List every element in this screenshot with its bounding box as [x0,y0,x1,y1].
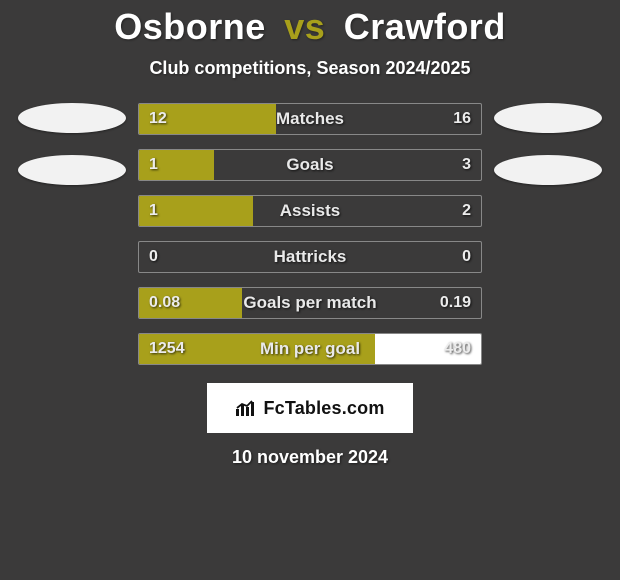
stat-value-right: 0 [462,248,471,266]
branding-chart-icon [235,399,257,417]
stat-row: 0.080.19Goals per match [138,287,482,319]
left-photo-column [18,103,126,207]
stat-bar-left-fill [139,288,242,318]
subtitle: Club competitions, Season 2024/2025 [0,58,620,79]
page-title: Osborne vs Crawford [0,6,620,48]
branding-badge: FcTables.com [207,383,413,433]
left-player-avatar-1 [18,103,126,133]
right-photo-column [494,103,602,207]
stat-value-left: 0 [149,248,158,266]
vs-separator: vs [284,6,325,47]
left-player-avatar-2 [18,155,126,185]
stat-row: 13Goals [138,149,482,181]
stat-value-right: 3 [462,156,471,174]
comparison-card: Osborne vs Crawford Club competitions, S… [0,0,620,468]
stat-label: Hattricks [139,247,481,267]
player-right-name: Crawford [344,6,506,47]
stat-bars: 1216Matches 13Goals 12Assists 0 0Hattricks 0.… [138,103,482,379]
right-player-avatar-1 [494,103,602,133]
stat-bar-right-fill [375,334,481,364]
stat-row: 0 0Hattricks [138,241,482,273]
stat-bar-left-fill [139,104,276,134]
right-player-avatar-2 [494,155,602,185]
date: 10 november 2024 [0,447,620,468]
stat-bar-left-fill [139,196,253,226]
stat-row: 12Assists [138,195,482,227]
stat-row: 1216Matches [138,103,482,135]
chart-area: 1216Matches 13Goals 12Assists 0 0Hattricks 0.… [0,103,620,379]
player-left-name: Osborne [114,6,266,47]
stat-row: 1254480Min per goal [138,333,482,365]
stat-value-right: 16 [453,110,471,128]
stat-bar-left-fill [139,334,375,364]
stat-value-right: 2 [462,202,471,220]
branding-text: FcTables.com [263,398,384,419]
stat-bar-left-fill [139,150,214,180]
stat-value-right: 0.19 [440,294,471,312]
